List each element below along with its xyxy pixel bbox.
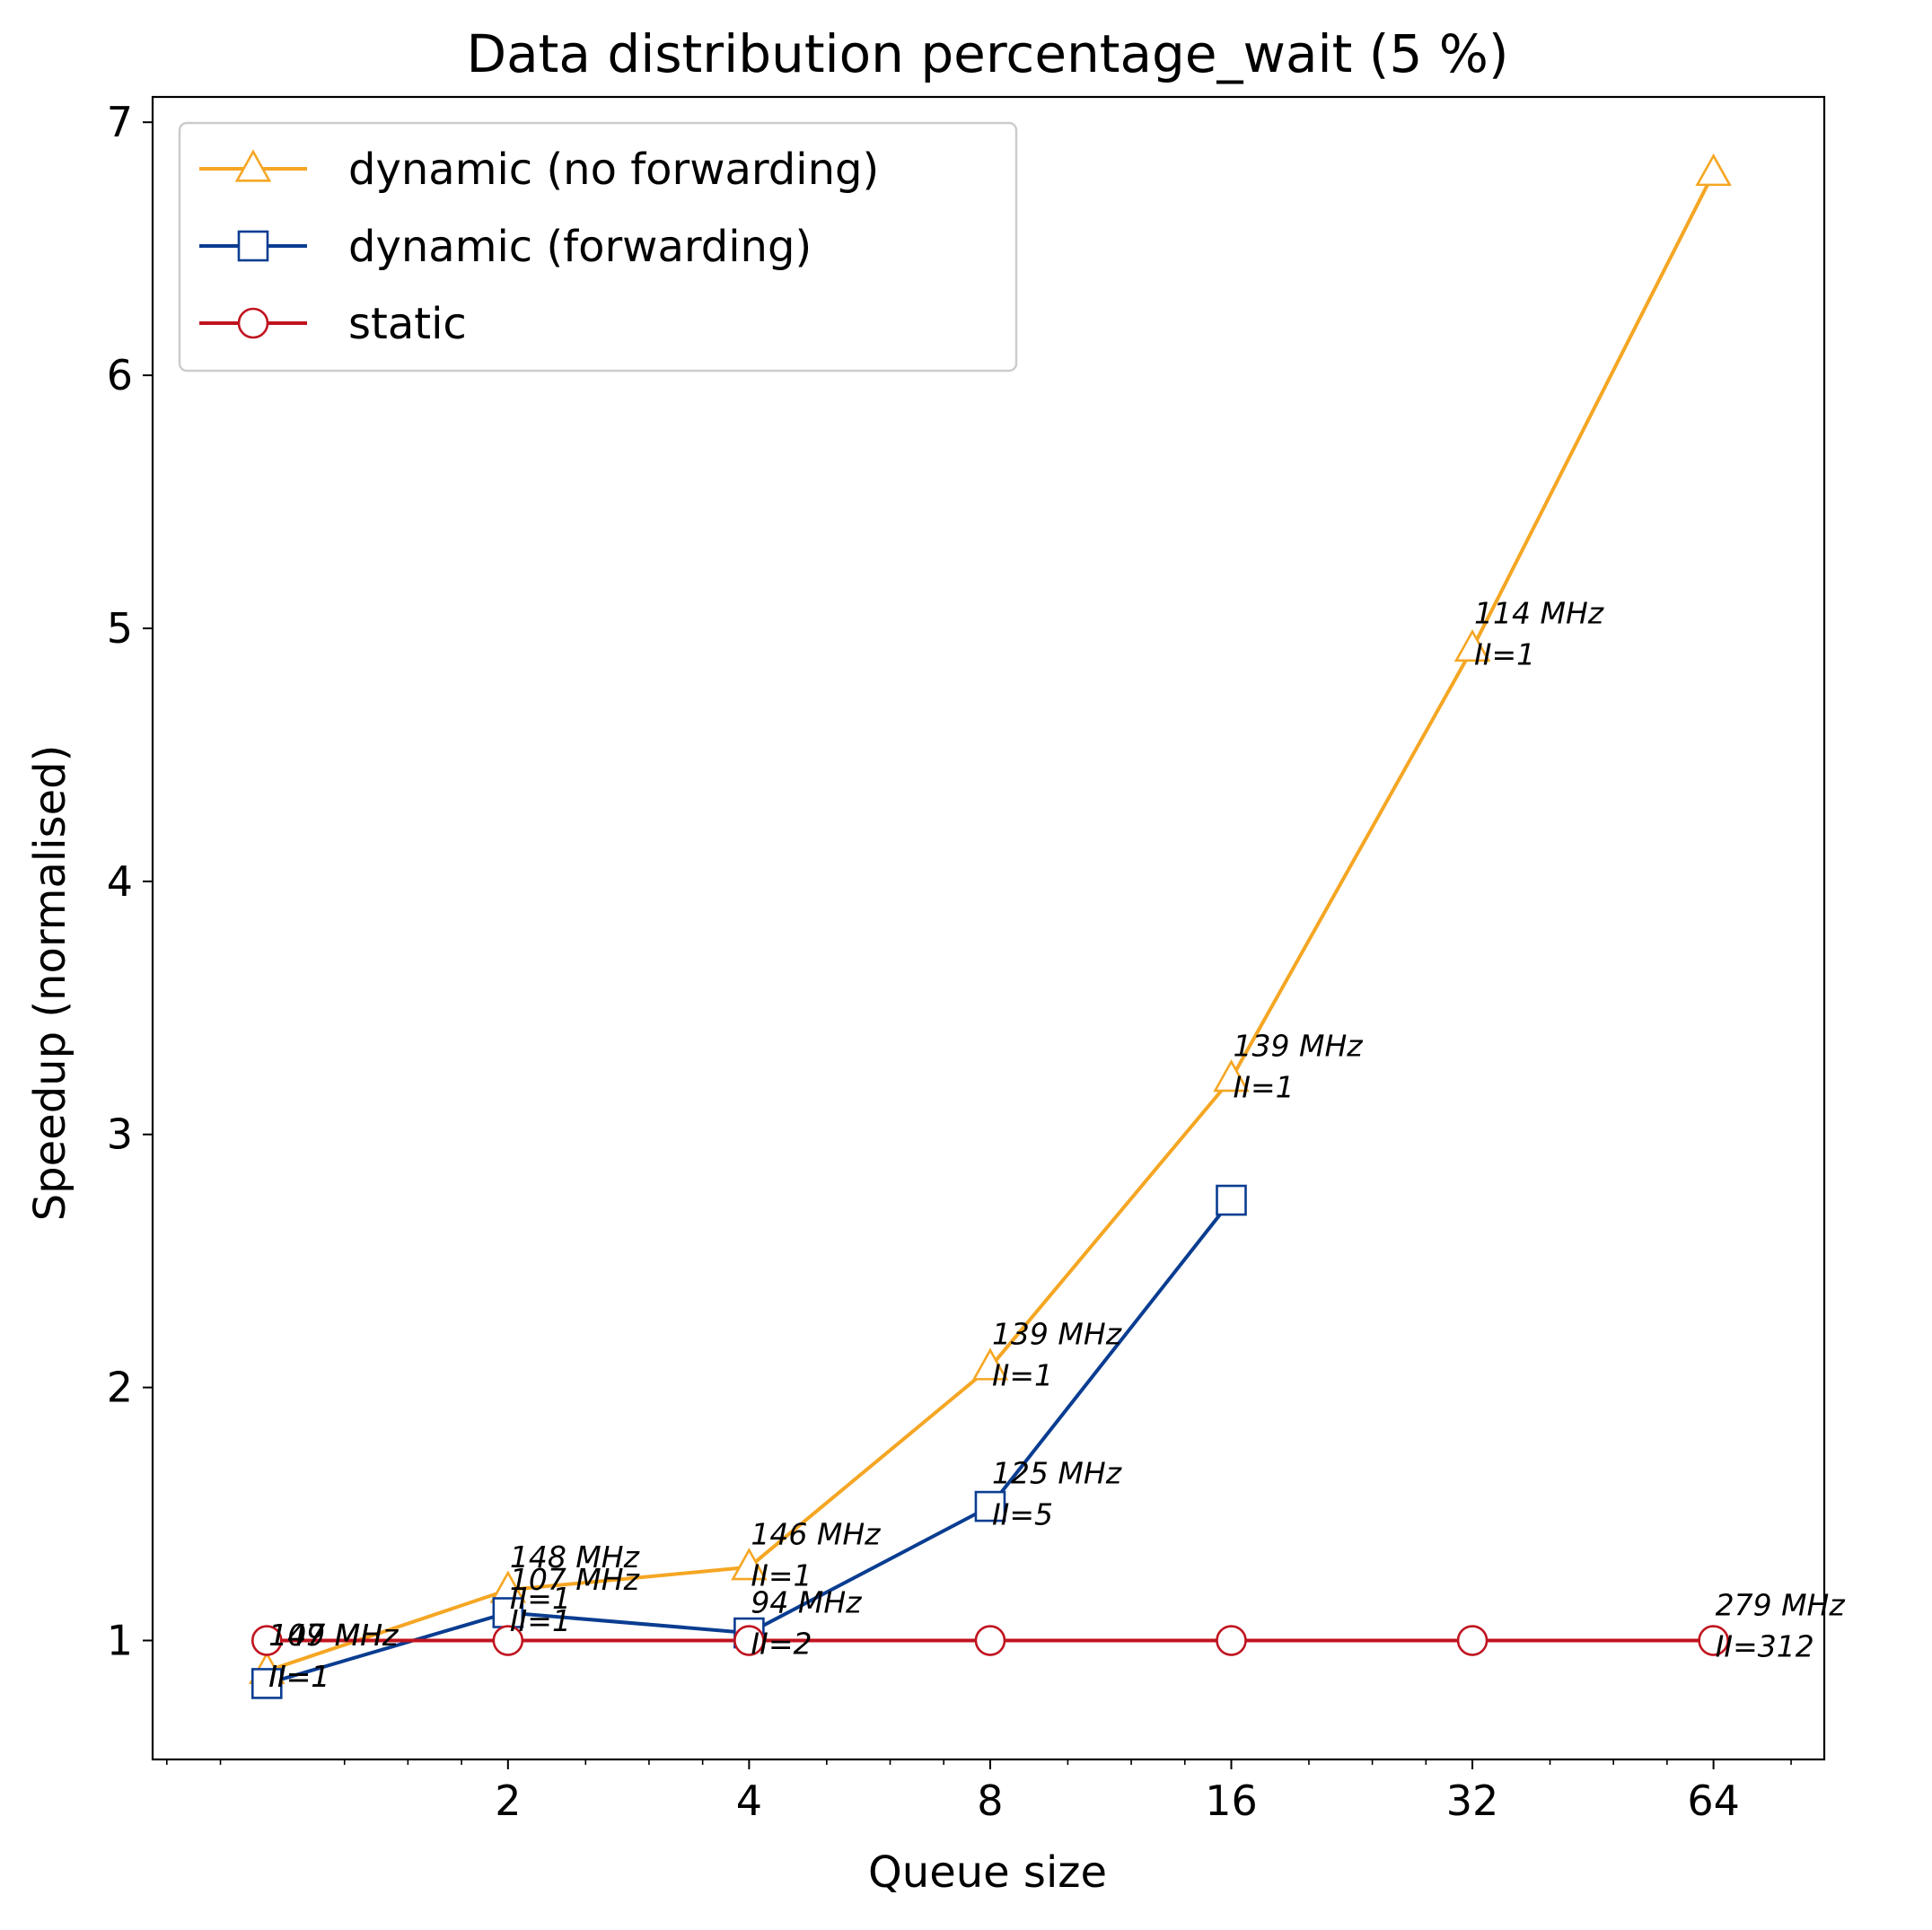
series-0-point — [1695, 153, 1732, 187]
x-axis-label: Queue size — [868, 1847, 1107, 1898]
series-2-point — [1698, 1625, 1729, 1656]
annotation-label: II=1 — [510, 1603, 571, 1638]
series-1-point — [974, 1490, 1006, 1522]
annotation-label: II=1 — [1474, 636, 1535, 671]
annotation-label: II=312 — [1716, 1628, 1814, 1663]
annotation-label: 114 MHz — [1474, 595, 1604, 630]
annotation-label: 149 MHz — [268, 1618, 399, 1653]
series-0-point — [971, 1347, 1009, 1381]
series-0-point — [1213, 1059, 1250, 1092]
series-2-point — [974, 1625, 1006, 1656]
y-tick-label: 7 — [107, 98, 133, 146]
annotation-label: 107 MHz — [510, 1562, 640, 1597]
y-tick-label: 2 — [107, 1364, 133, 1412]
legend-marker-1 — [237, 230, 269, 262]
x-tick-label: 2 — [495, 1776, 521, 1825]
legend-marker-0 — [234, 149, 272, 182]
annotation-label: 107 MHz — [268, 1618, 399, 1653]
series-2-point — [250, 1625, 283, 1656]
series-0-point — [1453, 628, 1491, 662]
annotation-label: 139 MHz — [1234, 1028, 1364, 1063]
legend: dynamic (no forwarding) dynamic (forwardi… — [178, 121, 1018, 373]
annotation-label: II=1 — [751, 1557, 812, 1592]
annotation-label: II=1 — [510, 1581, 571, 1616]
x-tick-label: 8 — [977, 1776, 1003, 1825]
annotation-label: II=1 — [1234, 1069, 1295, 1104]
x-tick-label: 4 — [736, 1776, 762, 1825]
series-1-point — [250, 1668, 283, 1699]
annotation-label: II=1 — [992, 1358, 1053, 1393]
legend-box — [178, 121, 1018, 373]
annotation-label: 139 MHz — [992, 1317, 1122, 1352]
y-tick-label: 3 — [107, 1110, 133, 1159]
series-2-point — [733, 1625, 765, 1656]
series-line-0 — [266, 171, 1716, 1673]
x-tick-label: 16 — [1205, 1776, 1258, 1825]
legend-label-2: static — [348, 299, 467, 349]
annotation-label: II=2 — [751, 1627, 812, 1662]
series-1-point — [1216, 1184, 1247, 1216]
y-tick-label: 5 — [107, 604, 133, 653]
annotation-label: 94 MHz — [751, 1585, 862, 1620]
plot-frame — [151, 95, 1826, 1761]
series-2-point — [1216, 1625, 1247, 1656]
annotation-label: 125 MHz — [992, 1456, 1122, 1491]
annotation-label: II=1 — [268, 1659, 329, 1694]
legend-label-0: dynamic (no forwarding) — [348, 145, 879, 195]
y-tick-label: 6 — [107, 351, 133, 399]
series-2-point — [1456, 1625, 1489, 1656]
x-tick-label: 32 — [1446, 1776, 1499, 1825]
y-tick-label: 4 — [107, 857, 133, 906]
annotation-label: 148 MHz — [510, 1540, 640, 1575]
annotation-label: II=1 — [268, 1659, 329, 1694]
legend-marker-2 — [237, 307, 269, 339]
annotation-label: 279 MHz — [1716, 1587, 1846, 1622]
legend-label-1: dynamic (forwarding) — [348, 222, 812, 272]
annotation-label: 147 MHz — [268, 1618, 399, 1653]
series-2-point — [492, 1625, 524, 1656]
annotation-label: II=1 — [268, 1659, 329, 1694]
y-axis-label: Speedup (normalised) — [25, 745, 75, 1222]
series-1-point — [492, 1597, 524, 1628]
y-tick-label: 1 — [107, 1617, 133, 1665]
annotation-label: II=5 — [992, 1497, 1053, 1532]
chart-title: Data distribution percentage_wait (5 %) — [466, 23, 1508, 84]
series-0-point — [731, 1548, 768, 1581]
annotation-label: 146 MHz — [751, 1516, 881, 1551]
x-tick-label: 64 — [1687, 1776, 1740, 1825]
series-line-1 — [266, 1198, 1234, 1686]
